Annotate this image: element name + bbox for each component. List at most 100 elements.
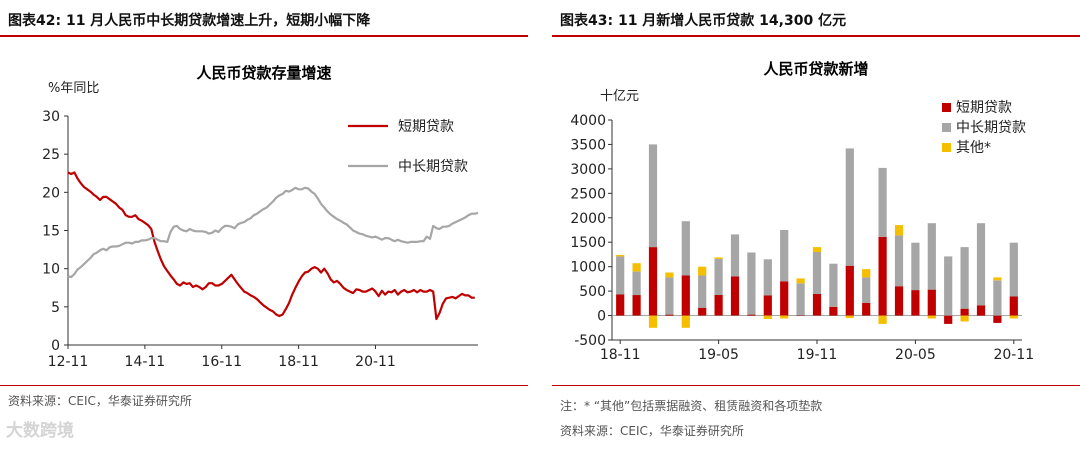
right-y-tick-label: 4000 (570, 113, 606, 129)
right-bar-segment-1 (763, 295, 772, 316)
right-bar-segment-3 (698, 266, 707, 276)
right-bar-segment-1 (1009, 296, 1018, 316)
right-bar-segment-3 (616, 254, 625, 257)
right-bar-segment-1 (780, 281, 789, 316)
left-y-tick-label: 10 (42, 262, 60, 278)
right-bar-segment-2 (796, 283, 805, 316)
right-bar-segment-2 (927, 223, 936, 290)
left-x-tick-label: 12-11 (48, 354, 89, 370)
right-bar-segment-3 (845, 315, 854, 318)
right-bar-segment-1 (714, 295, 723, 316)
right-source: 资料来源：CEIC，华泰证券研究所 (560, 424, 744, 438)
right-bar-segment-2 (632, 271, 641, 296)
right-bar-segment-3 (812, 247, 822, 252)
right-y-tick-label: 3500 (570, 137, 606, 153)
right-x-tick-label: 20-05 (895, 347, 936, 363)
right-bar-segment-1 (862, 302, 871, 316)
left-title-rule (0, 35, 528, 37)
right-bar-segment-3 (648, 315, 658, 328)
right-bar-segment-2 (1009, 242, 1018, 297)
loan-growth-line-chart: 人民币贷款存量增速 %年同比 0 5 10 15 20 25 30 12-11 14-11 16-11… (42, 64, 479, 370)
left-y-tick-label: 30 (42, 109, 60, 125)
right-bar-segment-2 (878, 167, 887, 237)
right-bar-segment-2 (960, 247, 969, 309)
left-y-tick-label: 25 (42, 147, 60, 163)
right-bar-segment-1 (829, 306, 838, 316)
right-bar-segment-1 (878, 236, 887, 316)
right-bar-segment-1 (665, 314, 674, 316)
left-y-tick-label: 15 (42, 224, 60, 240)
left-source: 资料来源：CEIC，华泰证券研究所 (8, 394, 192, 408)
right-bar-segment-2 (862, 277, 871, 303)
right-figure-title: 图表43: 11 月新增人民币贷款 14,300 亿元 (560, 13, 847, 29)
left-x-tick-label: 14-11 (125, 354, 166, 370)
right-y-tick-label: 2500 (570, 186, 606, 202)
right-bar-segment-1 (698, 307, 707, 316)
right-bar-segment-2 (681, 221, 690, 276)
right-y-tick-label: 0 (597, 309, 606, 325)
left-series-line-1 (67, 171, 475, 321)
right-bar-segment-2 (894, 235, 904, 287)
right-bar-segment-1 (960, 308, 969, 316)
right-bar-segment-3 (665, 272, 674, 278)
left-x-tick-label: 20-11 (355, 354, 396, 370)
right-bar-segment-1 (681, 275, 690, 316)
right-bar-segment-1 (911, 290, 920, 316)
right-x-tick-label: 19-05 (698, 347, 739, 363)
right-bar-segment-3 (763, 315, 772, 319)
right-bar-segment-1 (976, 305, 986, 316)
left-y-axis-label: %年同比 (48, 81, 99, 96)
right-legend-swatch-2 (942, 123, 951, 132)
left-chart-title: 人民币贷款存量增速 (196, 64, 331, 82)
left-x-tick-label: 18-11 (278, 354, 319, 370)
left-figure-title: 图表42: 11 月人民币中长期贷款增速上升，短期小幅下降 (8, 13, 371, 29)
right-bar-segment-2 (976, 223, 986, 306)
right-bar-segment-2 (780, 230, 789, 282)
right-title-rule (552, 35, 1080, 37)
right-bar-segment-2 (944, 256, 953, 316)
right-legend-label-1: 短期贷款 (956, 100, 1012, 116)
right-note: 注：* “其他”包括票据融资、租赁融资和各项垫款 (560, 399, 823, 413)
right-x-tick-label: 18-11 (600, 347, 641, 363)
left-bottom-rule (0, 385, 528, 386)
left-x-tick-label: 16-11 (201, 354, 242, 370)
right-y-tick-label: 1500 (570, 235, 606, 251)
right-chart-title: 人民币贷款新增 (763, 60, 868, 78)
right-bar-segment-2 (714, 258, 723, 295)
left-y-tick-label: 20 (42, 185, 60, 201)
right-bar-segment-3 (927, 315, 936, 319)
right-y-tick-label: 2000 (570, 211, 606, 227)
right-bar-segment-1 (845, 265, 854, 316)
right-bar-segment-1 (747, 314, 756, 316)
right-bar-segment-3 (632, 263, 641, 272)
right-bar-segment-3 (894, 225, 904, 236)
right-bar-segment-3 (1009, 315, 1018, 319)
right-bar-segment-3 (681, 315, 690, 328)
right-y-tick-label: 3000 (570, 162, 606, 178)
right-bar-segment-1 (993, 315, 1002, 323)
right-y-tick-label: 500 (579, 284, 606, 300)
right-bar-segment-2 (698, 275, 707, 308)
right-bar-segment-3 (993, 277, 1002, 281)
right-bar-segment-3 (960, 315, 969, 322)
right-bar-segment-2 (730, 234, 740, 277)
right-bar-segment-1 (648, 247, 658, 316)
right-bar-segment-2 (648, 144, 658, 248)
left-legend-label-1: 短期贷款 (398, 119, 454, 135)
right-x-tick-label: 20-11 (993, 347, 1034, 363)
right-bar-segment-1 (812, 294, 822, 316)
left-legend-label-2: 中长期贷款 (398, 159, 468, 175)
right-bar-segment-2 (616, 256, 625, 295)
right-y-tick-label: -500 (574, 333, 606, 349)
right-bar-segment-1 (927, 289, 936, 316)
right-bar-segment-2 (812, 252, 822, 294)
right-bar-segment-3 (878, 315, 887, 324)
left-figure-panel: 图表42: 11 月人民币中长期贷款增速上升，短期小幅下降 人民币贷款存量增速%… (0, 0, 528, 449)
right-bar-segment-1 (796, 315, 805, 316)
right-legend-swatch-1 (942, 103, 951, 112)
right-legend-label-2: 中长期贷款 (956, 120, 1026, 136)
right-bar-segment-1 (616, 294, 625, 316)
right-bar-segment-2 (911, 242, 920, 291)
right-bar-segment-1 (632, 295, 641, 316)
left-series-line-2 (67, 186, 479, 279)
